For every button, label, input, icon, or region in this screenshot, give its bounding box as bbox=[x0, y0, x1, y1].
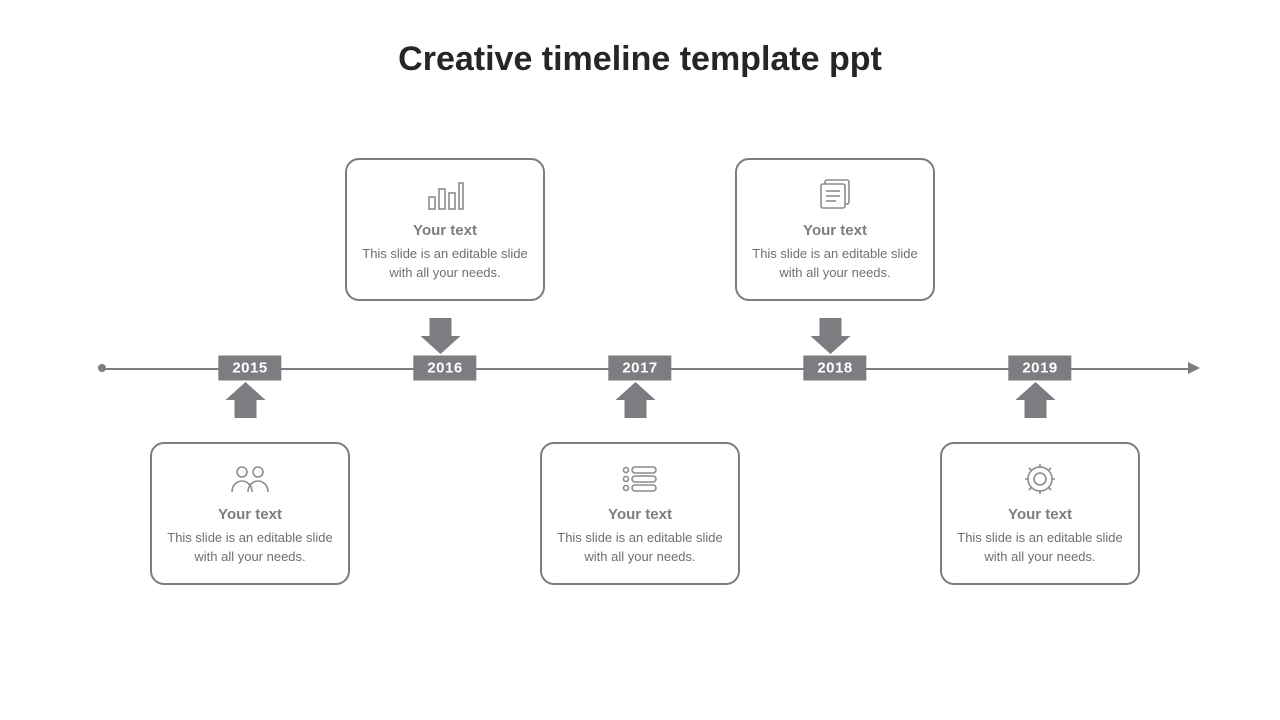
year-2015: 2015 bbox=[218, 356, 281, 381]
year-2017: 2017 bbox=[608, 356, 671, 381]
doc-icon bbox=[749, 174, 921, 216]
connector-2018 bbox=[820, 318, 851, 354]
connector-2017 bbox=[625, 382, 656, 418]
card-2015: Your text This slide is an editable slid… bbox=[150, 442, 350, 585]
card-2016: Your text This slide is an editable slid… bbox=[345, 158, 545, 301]
people-icon bbox=[164, 458, 336, 500]
card-2018: Your text This slide is an editable slid… bbox=[735, 158, 935, 301]
connector-2016 bbox=[430, 318, 461, 354]
card-body: This slide is an editable slide with all… bbox=[749, 245, 921, 283]
card-body: This slide is an editable slide with all… bbox=[554, 529, 726, 567]
gear-icon bbox=[954, 458, 1126, 500]
list-icon bbox=[554, 458, 726, 500]
slide: Creative timeline template ppt 2015 2016… bbox=[0, 0, 1280, 720]
card-heading: Your text bbox=[954, 506, 1126, 523]
year-2019: 2019 bbox=[1008, 356, 1071, 381]
card-body: This slide is an editable slide with all… bbox=[164, 529, 336, 567]
connector-2019 bbox=[1025, 382, 1056, 418]
year-2018: 2018 bbox=[803, 356, 866, 381]
connector-2015 bbox=[235, 382, 266, 418]
card-heading: Your text bbox=[164, 506, 336, 523]
axis-end-arrow bbox=[1188, 362, 1200, 374]
card-heading: Your text bbox=[749, 222, 921, 239]
card-2017: Your text This slide is an editable slid… bbox=[540, 442, 740, 585]
card-heading: Your text bbox=[554, 506, 726, 523]
card-body: This slide is an editable slide with all… bbox=[359, 245, 531, 283]
card-body: This slide is an editable slide with all… bbox=[954, 529, 1126, 567]
axis-start-dot bbox=[98, 364, 106, 372]
year-2016: 2016 bbox=[413, 356, 476, 381]
card-heading: Your text bbox=[359, 222, 531, 239]
slide-title: Creative timeline template ppt bbox=[0, 40, 1280, 79]
bars-icon bbox=[359, 174, 531, 216]
card-2019: Your text This slide is an editable slid… bbox=[940, 442, 1140, 585]
